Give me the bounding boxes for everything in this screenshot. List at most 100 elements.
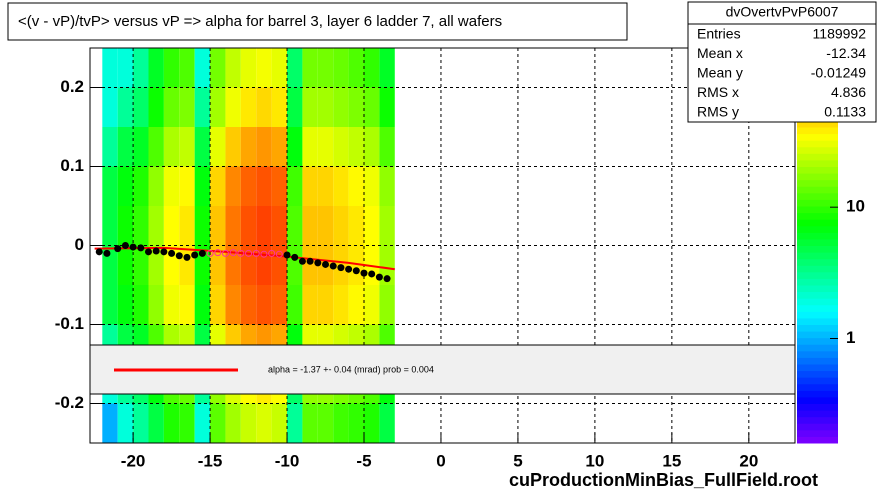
stats-value: -0.01249 <box>811 65 866 81</box>
heat-cell <box>179 285 195 325</box>
heat-cell <box>148 245 164 285</box>
color-bar-slice <box>797 265 838 273</box>
color-bar-slice <box>797 344 838 352</box>
color-bar-slice <box>797 127 838 135</box>
profile-point <box>168 249 176 257</box>
heat-cell <box>287 245 303 285</box>
frame <box>89 47 796 444</box>
color-bar-slice <box>797 159 838 167</box>
heat-cell <box>225 166 241 206</box>
heat-cell <box>333 127 349 167</box>
heat-cell <box>225 206 241 246</box>
heat-cell <box>333 403 349 443</box>
z-tick-label: 1 <box>846 328 855 347</box>
heat-cell <box>379 87 395 127</box>
stats-label: Entries <box>697 26 741 42</box>
color-bar-slice <box>797 311 838 319</box>
profile-point <box>260 250 268 258</box>
heat-cell <box>194 48 211 88</box>
color-bar-slice <box>797 423 838 431</box>
color-bar-slice <box>797 337 838 345</box>
heat-cell <box>179 245 195 285</box>
heat-cell <box>148 206 164 246</box>
heat-cell <box>194 285 211 325</box>
color-bar-slice <box>797 120 838 128</box>
profile-point <box>275 250 283 258</box>
heat-cell <box>102 127 118 167</box>
heat-cell <box>225 127 241 167</box>
heat-cell <box>348 166 364 206</box>
y-tick-label: 0.1 <box>60 156 84 175</box>
color-bar-slice <box>797 317 838 325</box>
color-bar-slice <box>797 364 838 372</box>
color-bar-slice <box>797 225 838 233</box>
profile-point <box>191 251 199 259</box>
profile-point <box>252 249 260 257</box>
x-tick-label: 20 <box>739 451 758 470</box>
heat-cell <box>163 48 180 88</box>
profile-point <box>214 249 222 257</box>
heat-cell <box>333 166 349 206</box>
heat-cell <box>348 403 364 443</box>
stats-title: dvOvertvPvP6007 <box>726 4 839 20</box>
heat-cell <box>210 206 226 246</box>
heat-cell <box>379 166 395 206</box>
profile-point <box>121 242 129 249</box>
heat-cell <box>163 206 180 246</box>
heat-cell <box>102 166 118 206</box>
heat-cell <box>148 48 164 88</box>
heat-cell <box>379 285 395 325</box>
x-tick-label: -10 <box>275 451 300 470</box>
heat-cell <box>348 127 364 167</box>
heat-cell <box>194 206 211 246</box>
heat-cell <box>256 285 272 325</box>
profile-point <box>368 270 376 278</box>
color-bar-slice <box>797 166 838 174</box>
profile-point <box>268 249 276 257</box>
heat-cell <box>271 166 288 206</box>
heat-cell <box>210 48 226 88</box>
stats-value: 0.1133 <box>824 104 866 120</box>
heat-cell <box>363 127 380 167</box>
fit-label: alpha = -1.37 +- 0.04 (mrad) prob = 0.00… <box>268 364 434 374</box>
heat-cell <box>302 285 318 325</box>
heat-cell <box>225 245 241 285</box>
heat-cell <box>179 127 195 167</box>
heat-cell <box>271 403 288 443</box>
profile-point <box>152 247 160 255</box>
heat-cell <box>210 87 226 127</box>
heat-cell <box>163 166 180 206</box>
profile-point <box>383 275 391 283</box>
heat-cell <box>271 87 288 127</box>
heat-cell <box>287 206 303 246</box>
heat-cell <box>317 285 334 325</box>
heat-cell <box>133 87 149 127</box>
heat-cell <box>287 127 303 167</box>
color-bar-slice <box>797 377 838 385</box>
heat-cell <box>210 403 226 443</box>
profile-point <box>175 252 183 260</box>
color-bar-slice <box>797 331 838 339</box>
heat-cell <box>133 403 149 443</box>
y-tick-label: -0.1 <box>55 314 84 333</box>
heat-cell <box>302 206 318 246</box>
stats-value: 4.836 <box>831 84 866 100</box>
heat-cell <box>348 87 364 127</box>
heat-cell <box>256 166 272 206</box>
heat-cell <box>210 285 226 325</box>
heat-cell <box>148 285 164 325</box>
profile-point <box>298 257 306 265</box>
profile-point <box>306 257 314 265</box>
color-bar-slice <box>797 206 838 214</box>
heat-cell <box>363 403 380 443</box>
heat-cell <box>194 403 211 443</box>
heat-cell <box>348 285 364 325</box>
profile-point <box>129 243 137 251</box>
heat-cell <box>240 206 257 246</box>
profile-point <box>229 249 237 257</box>
heat-cell <box>117 48 134 88</box>
heat-cell <box>210 245 226 285</box>
heat-cell <box>148 403 164 443</box>
heat-cell <box>348 48 364 88</box>
profile-point <box>206 249 214 257</box>
